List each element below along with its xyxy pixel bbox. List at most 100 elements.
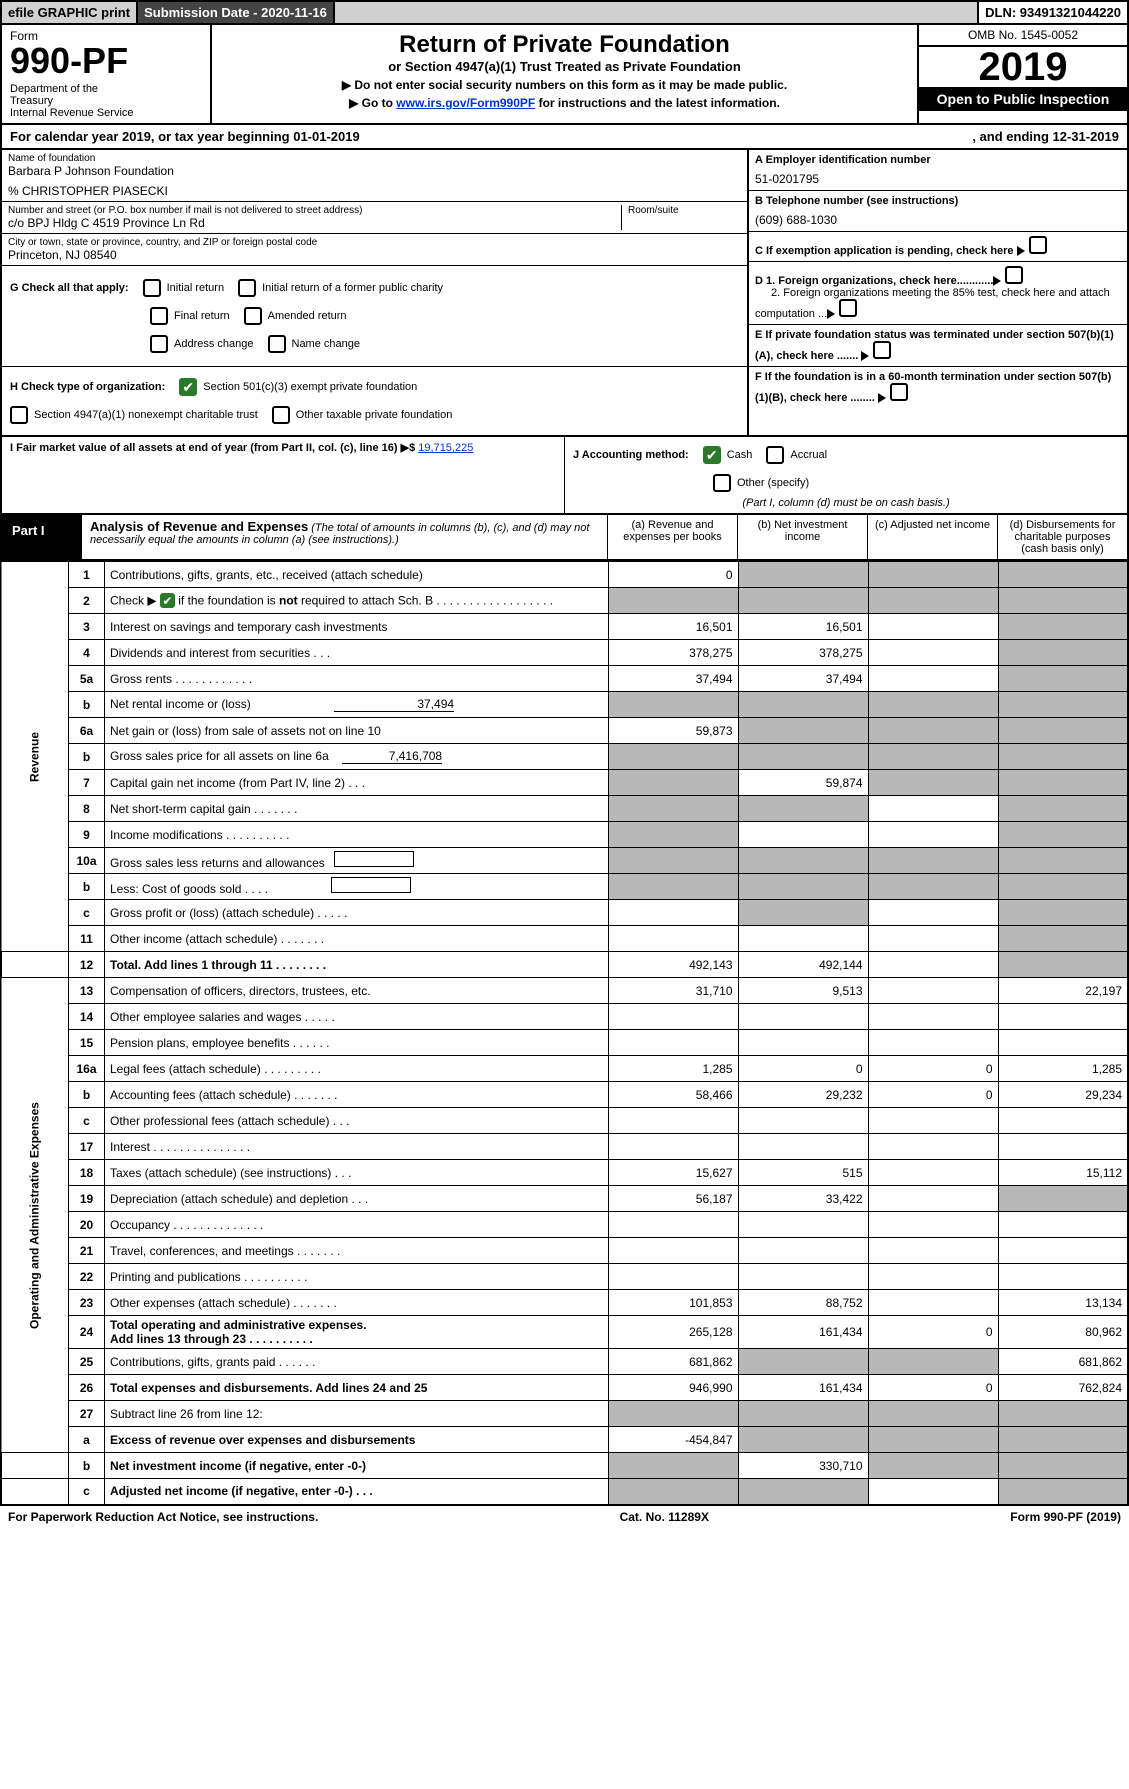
table-row: 6aNet gain or (loss) from sale of assets… xyxy=(1,718,1128,744)
efile-label: efile GRAPHIC print xyxy=(2,2,138,23)
table-row: 15Pension plans, employee benefits . . .… xyxy=(1,1030,1128,1056)
table-row: 21Travel, conferences, and meetings . . … xyxy=(1,1238,1128,1264)
table-row: 7Capital gain net income (from Part IV, … xyxy=(1,770,1128,796)
irs-link[interactable]: www.irs.gov/Form990PF xyxy=(396,96,535,110)
chk-cash[interactable]: ✔ xyxy=(703,446,721,464)
c-pending: C If exemption application is pending, c… xyxy=(749,232,1127,262)
table-row: Operating and Administrative Expenses 13… xyxy=(1,978,1128,1004)
g-checkboxes: G Check all that apply: Initial return I… xyxy=(2,266,747,366)
chk-4947a1[interactable] xyxy=(10,406,28,424)
cal-year-begin: For calendar year 2019, or tax year begi… xyxy=(10,129,360,144)
submission-date: Submission Date - 2020-11-16 xyxy=(138,2,335,23)
chk-c[interactable] xyxy=(1029,236,1047,254)
table-row: 20Occupancy . . . . . . . . . . . . . . xyxy=(1,1212,1128,1238)
chk-initial-return[interactable] xyxy=(143,279,161,297)
table-row: 22Printing and publications . . . . . . … xyxy=(1,1264,1128,1290)
form-title: Return of Private Foundation xyxy=(218,31,911,59)
part1-label: Part I xyxy=(2,515,82,559)
table-row: 18Taxes (attach schedule) (see instructi… xyxy=(1,1160,1128,1186)
i-j-row: I Fair market value of all assets at end… xyxy=(0,437,1129,515)
paperwork-notice: For Paperwork Reduction Act Notice, see … xyxy=(8,1510,318,1524)
f-60month: F If the foundation is in a 60-month ter… xyxy=(749,367,1127,408)
col-a-hdr: (a) Revenue and expenses per books xyxy=(607,515,737,559)
table-row: bGross sales price for all assets on lin… xyxy=(1,744,1128,770)
chk-other-taxable[interactable] xyxy=(272,406,290,424)
note-goto: ▶ Go to www.irs.gov/Form990PF for instru… xyxy=(218,96,911,110)
chk-address-change[interactable] xyxy=(150,335,168,353)
omb-number: OMB No. 1545-0052 xyxy=(919,25,1127,47)
fmv-value[interactable]: 19,715,225 xyxy=(418,442,473,454)
table-row: 26Total expenses and disbursements. Add … xyxy=(1,1375,1128,1401)
address-cell: Number and street (or P.O. box number if… xyxy=(2,202,747,234)
table-row: 25Contributions, gifts, grants paid . . … xyxy=(1,1349,1128,1375)
tax-year: 2019 xyxy=(919,47,1127,87)
h-checkboxes: H Check type of organization: ✔Section 5… xyxy=(2,366,747,435)
table-row: 8Net short-term capital gain . . . . . .… xyxy=(1,796,1128,822)
e-terminated: E If private foundation status was termi… xyxy=(749,325,1127,367)
tel-cell: B Telephone number (see instructions) (6… xyxy=(749,191,1127,232)
form-number: 990-PF xyxy=(10,43,202,79)
table-row: cGross profit or (loss) (attach schedule… xyxy=(1,900,1128,926)
table-row: 10aGross sales less returns and allowanc… xyxy=(1,848,1128,874)
chk-other-method[interactable] xyxy=(713,474,731,492)
table-row: 14Other employee salaries and wages . . … xyxy=(1,1004,1128,1030)
table-row: Revenue 1Contributions, gifts, grants, e… xyxy=(1,562,1128,588)
table-row: 17Interest . . . . . . . . . . . . . . . xyxy=(1,1134,1128,1160)
table-row: 16aLegal fees (attach schedule) . . . . … xyxy=(1,1056,1128,1082)
table-row: 2Check ▶ ✔ if the foundation is not requ… xyxy=(1,588,1128,614)
d-foreign: D 1. Foreign organizations, check here..… xyxy=(749,262,1127,325)
table-row: 12Total. Add lines 1 through 11 . . . . … xyxy=(1,952,1128,978)
form-header: Form 990-PF Department of theTreasuryInt… xyxy=(0,25,1129,125)
table-row: 3Interest on savings and temporary cash … xyxy=(1,614,1128,640)
cal-year-end: , and ending 12-31-2019 xyxy=(972,129,1119,144)
table-row: cAdjusted net income (if negative, enter… xyxy=(1,1479,1128,1505)
chk-final-return[interactable] xyxy=(150,307,168,325)
table-row: cOther professional fees (attach schedul… xyxy=(1,1108,1128,1134)
col-b-hdr: (b) Net investment income xyxy=(737,515,867,559)
table-row: 11Other income (attach schedule) . . . .… xyxy=(1,926,1128,952)
chk-name-change[interactable] xyxy=(268,335,286,353)
table-row: 19Depreciation (attach schedule) and dep… xyxy=(1,1186,1128,1212)
chk-accrual[interactable] xyxy=(766,446,784,464)
topbar: efile GRAPHIC print Submission Date - 20… xyxy=(0,0,1129,25)
chk-f[interactable] xyxy=(890,383,908,401)
col-d-hdr: (d) Disbursements for charitable purpose… xyxy=(997,515,1127,559)
dln: DLN: 93491321044220 xyxy=(979,2,1127,23)
table-row: aExcess of revenue over expenses and dis… xyxy=(1,1427,1128,1453)
chk-501c3[interactable]: ✔ xyxy=(179,378,197,396)
page-footer: For Paperwork Reduction Act Notice, see … xyxy=(0,1506,1129,1528)
city-cell: City or town, state or province, country… xyxy=(2,234,747,266)
foundation-name-cell: Name of foundation Barbara P Johnson Fou… xyxy=(2,150,747,202)
expenses-label: Operating and Administrative Expenses xyxy=(1,978,69,1453)
table-row: bAccounting fees (attach schedule) . . .… xyxy=(1,1082,1128,1108)
table-row: bNet rental income or (loss) 37,494 xyxy=(1,692,1128,718)
cat-no: Cat. No. 11289X xyxy=(620,1510,709,1524)
chk-schb[interactable]: ✔ xyxy=(160,593,175,608)
table-row: 4Dividends and interest from securities … xyxy=(1,640,1128,666)
part1-table: Revenue 1Contributions, gifts, grants, e… xyxy=(0,561,1129,1506)
part1-header: Part I Analysis of Revenue and Expenses … xyxy=(0,515,1129,561)
table-row: bNet investment income (if negative, ent… xyxy=(1,1453,1128,1479)
ein-cell: A Employer identification number 51-0201… xyxy=(749,150,1127,191)
open-to-public: Open to Public Inspection xyxy=(919,87,1127,111)
chk-initial-public[interactable] xyxy=(238,279,256,297)
table-row: 24Total operating and administrative exp… xyxy=(1,1316,1128,1349)
spacer xyxy=(335,2,979,23)
table-row: 5aGross rents . . . . . . . . . . . .37,… xyxy=(1,666,1128,692)
calendar-year-row: For calendar year 2019, or tax year begi… xyxy=(0,125,1129,150)
chk-d1[interactable] xyxy=(1005,266,1023,284)
table-row: 9Income modifications . . . . . . . . . … xyxy=(1,822,1128,848)
table-row: bLess: Cost of goods sold . . . . xyxy=(1,874,1128,900)
form-footer: Form 990-PF (2019) xyxy=(1010,1510,1121,1524)
department: Department of theTreasuryInternal Revenu… xyxy=(10,83,202,119)
revenue-label: Revenue xyxy=(1,562,69,952)
entity-info: Name of foundation Barbara P Johnson Fou… xyxy=(0,150,1129,437)
table-row: 23Other expenses (attach schedule) . . .… xyxy=(1,1290,1128,1316)
table-row: 27Subtract line 26 from line 12: xyxy=(1,1401,1128,1427)
form-subtitle: or Section 4947(a)(1) Trust Treated as P… xyxy=(218,59,911,74)
chk-d2[interactable] xyxy=(839,299,857,317)
chk-amended[interactable] xyxy=(244,307,262,325)
note-ssn: ▶ Do not enter social security numbers o… xyxy=(218,78,911,92)
col-c-hdr: (c) Adjusted net income xyxy=(867,515,997,559)
chk-e[interactable] xyxy=(873,341,891,359)
